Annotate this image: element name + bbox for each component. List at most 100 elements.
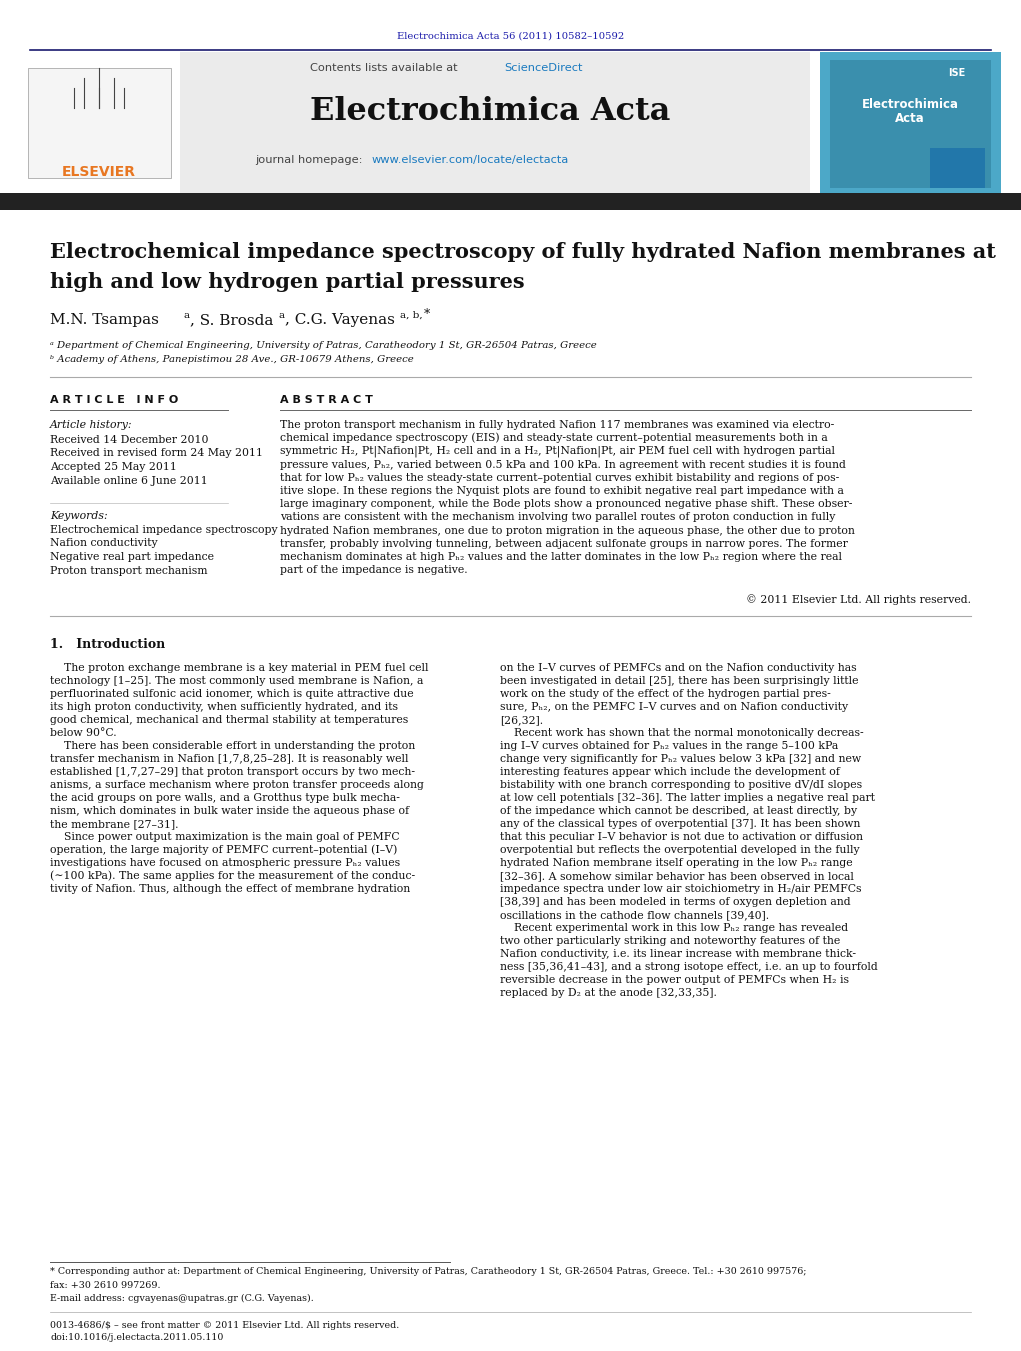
Text: (∼100 kPa). The same applies for the measurement of the conduc-: (∼100 kPa). The same applies for the mea… (50, 870, 416, 881)
Text: operation, the large majority of PEMFC current–potential (I–V): operation, the large majority of PEMFC c… (50, 844, 397, 855)
Text: ISE: ISE (949, 68, 966, 78)
Text: symmetric H₂, Pt|Nafion|Pt, H₂ cell and in a H₂, Pt|Nafion|Pt, air PEM fuel cell: symmetric H₂, Pt|Nafion|Pt, H₂ cell and … (280, 446, 835, 457)
Text: a, b,: a, b, (400, 311, 423, 319)
Text: Electrochimica Acta: Electrochimica Acta (309, 96, 670, 127)
Text: The proton exchange membrane is a key material in PEM fuel cell: The proton exchange membrane is a key ma… (50, 663, 429, 673)
Bar (830, 59, 991, 188)
Text: pressure values, Pₕ₂, varied between 0.5 kPa and 100 kPa. In agreement with rece: pressure values, Pₕ₂, varied between 0.5… (280, 459, 845, 470)
Text: sure, Pₕ₂, on the PEMFC I–V curves and on Nafion conductivity: sure, Pₕ₂, on the PEMFC I–V curves and o… (500, 703, 848, 712)
Text: work on the study of the effect of the hydrogen partial pres-: work on the study of the effect of the h… (500, 689, 831, 698)
Text: A B S T R A C T: A B S T R A C T (280, 394, 373, 405)
Text: Nafion conductivity: Nafion conductivity (50, 539, 157, 549)
Text: high and low hydrogen partial pressures: high and low hydrogen partial pressures (50, 272, 525, 292)
Text: , C.G. Vayenas: , C.G. Vayenas (285, 313, 395, 327)
Text: Available online 6 June 2011: Available online 6 June 2011 (50, 476, 207, 485)
Text: www.elsevier.com/locate/electacta: www.elsevier.com/locate/electacta (372, 155, 570, 165)
Text: Electrochimica Acta 56 (2011) 10582–10592: Electrochimica Acta 56 (2011) 10582–1059… (397, 31, 625, 41)
Text: [38,39] and has been modeled in terms of oxygen depletion and: [38,39] and has been modeled in terms of… (500, 897, 850, 907)
Text: interesting features appear which include the development of: interesting features appear which includ… (500, 767, 840, 777)
Text: Article history:: Article history: (50, 420, 133, 430)
Text: Acta: Acta (895, 112, 925, 126)
Text: 1.   Introduction: 1. Introduction (50, 639, 165, 651)
Bar (28, 68, 171, 178)
Text: its high proton conductivity, when sufficiently hydrated, and its: its high proton conductivity, when suffi… (50, 703, 398, 712)
Text: Proton transport mechanism: Proton transport mechanism (50, 566, 207, 576)
Text: Recent experimental work in this low Pₕ₂ range has revealed: Recent experimental work in this low Pₕ₂… (500, 923, 848, 934)
Text: large imaginary component, while the Bode plots show a pronounced negative phase: large imaginary component, while the Bod… (280, 500, 853, 509)
Bar (0, 193, 1021, 209)
Text: transfer, probably involving tunneling, between adjacent sulfonate groups in nar: transfer, probably involving tunneling, … (280, 539, 847, 549)
Text: that for low Pₕ₂ values the steady-state current–potential curves exhibit bistab: that for low Pₕ₂ values the steady-state… (280, 473, 839, 482)
Text: © 2011 Elsevier Ltd. All rights reserved.: © 2011 Elsevier Ltd. All rights reserved… (746, 594, 971, 605)
Text: 0013-4686/$ – see front matter © 2011 Elsevier Ltd. All rights reserved.: 0013-4686/$ – see front matter © 2011 El… (50, 1320, 399, 1329)
Text: change very significantly for Pₕ₂ values below 3 kPa [32] and new: change very significantly for Pₕ₂ values… (500, 754, 861, 765)
Text: a: a (183, 311, 189, 319)
Text: been investigated in detail [25], there has been surprisingly little: been investigated in detail [25], there … (500, 676, 859, 686)
Text: ᵇ Academy of Athens, Panepistimou 28 Ave., GR-10679 Athens, Greece: ᵇ Academy of Athens, Panepistimou 28 Ave… (50, 355, 414, 365)
Text: overpotential but reflects the overpotential developed in the fully: overpotential but reflects the overpoten… (500, 844, 860, 855)
Text: that this peculiar I–V behavior is not due to activation or diffusion: that this peculiar I–V behavior is not d… (500, 832, 863, 842)
Text: at low cell potentials [32–36]. The latter implies a negative real part: at low cell potentials [32–36]. The latt… (500, 793, 875, 802)
Text: perfluorinated sulfonic acid ionomer, which is quite attractive due: perfluorinated sulfonic acid ionomer, wh… (50, 689, 414, 698)
Text: ᵃ Department of Chemical Engineering, University of Patras, Caratheodory 1 St, G: ᵃ Department of Chemical Engineering, Un… (50, 340, 596, 350)
Text: ness [35,36,41–43], and a strong isotope effect, i.e. an up to fourfold: ness [35,36,41–43], and a strong isotope… (500, 962, 878, 971)
Text: below 90°C.: below 90°C. (50, 728, 116, 738)
Text: Keywords:: Keywords: (50, 511, 107, 521)
Text: Accepted 25 May 2011: Accepted 25 May 2011 (50, 462, 177, 471)
Text: anisms, a surface mechanism where proton transfer proceeds along: anisms, a surface mechanism where proton… (50, 780, 424, 790)
Text: The proton transport mechanism in fully hydrated Nafion 117 membranes was examin: The proton transport mechanism in fully … (280, 420, 834, 430)
Text: of the impedance which cannot be described, at least directly, by: of the impedance which cannot be describ… (500, 807, 857, 816)
Text: Recent work has shown that the normal monotonically decreas-: Recent work has shown that the normal mo… (500, 728, 864, 738)
Text: chemical impedance spectroscopy (EIS) and steady-state current–potential measure: chemical impedance spectroscopy (EIS) an… (280, 432, 828, 443)
Text: , S. Brosda: , S. Brosda (190, 313, 274, 327)
Text: * Corresponding author at: Department of Chemical Engineering, University of Pat: * Corresponding author at: Department of… (50, 1267, 807, 1277)
Text: two other particularly striking and noteworthy features of the: two other particularly striking and note… (500, 936, 840, 946)
Text: ELSEVIER: ELSEVIER (62, 165, 136, 178)
Text: the acid groups on pore walls, and a Grotthus type bulk mecha-: the acid groups on pore walls, and a Gro… (50, 793, 400, 802)
Text: impedance spectra under low air stoichiometry in H₂/air PEMFCs: impedance spectra under low air stoichio… (500, 884, 862, 894)
Text: hydrated Nafion membranes, one due to proton migration in the aqueous phase, the: hydrated Nafion membranes, one due to pr… (280, 526, 855, 535)
Text: itive slope. In these regions the Nyquist plots are found to exhibit negative re: itive slope. In these regions the Nyquis… (280, 486, 844, 496)
Text: investigations have focused on atmospheric pressure Pₕ₂ values: investigations have focused on atmospher… (50, 858, 400, 867)
Text: doi:10.1016/j.electacta.2011.05.110: doi:10.1016/j.electacta.2011.05.110 (50, 1333, 224, 1343)
Text: Electrochimica: Electrochimica (862, 99, 959, 112)
Text: nism, which dominates in bulk water inside the aqueous phase of: nism, which dominates in bulk water insi… (50, 807, 409, 816)
Text: hydrated Nafion membrane itself operating in the low Pₕ₂ range: hydrated Nafion membrane itself operatin… (500, 858, 853, 867)
Text: [32–36]. A somehow similar behavior has been observed in local: [32–36]. A somehow similar behavior has … (500, 871, 854, 881)
Text: transfer mechanism in Nafion [1,7,8,25–28]. It is reasonably well: transfer mechanism in Nafion [1,7,8,25–2… (50, 754, 408, 765)
Text: A R T I C L E   I N F O: A R T I C L E I N F O (50, 394, 179, 405)
Text: bistability with one branch corresponding to positive dV/dI slopes: bistability with one branch correspondin… (500, 780, 862, 790)
Text: Since power output maximization is the main goal of PEMFC: Since power output maximization is the m… (50, 832, 399, 842)
Text: oscillations in the cathode flow channels [39,40].: oscillations in the cathode flow channel… (500, 911, 769, 920)
Text: mechanism dominates at high Pₕ₂ values and the latter dominates in the low Pₕ₂ r: mechanism dominates at high Pₕ₂ values a… (280, 553, 842, 562)
Text: M.N. Tsampas: M.N. Tsampas (50, 313, 159, 327)
Text: on the I–V curves of PEMFCs and on the Nafion conductivity has: on the I–V curves of PEMFCs and on the N… (500, 663, 857, 673)
Text: There has been considerable effort in understanding the proton: There has been considerable effort in un… (50, 740, 416, 751)
Text: *: * (424, 308, 430, 322)
Text: ScienceDirect: ScienceDirect (504, 63, 583, 73)
Text: Nafion conductivity, i.e. its linear increase with membrane thick-: Nafion conductivity, i.e. its linear inc… (500, 948, 856, 959)
Text: Received in revised form 24 May 2011: Received in revised form 24 May 2011 (50, 449, 263, 458)
Text: Electrochemical impedance spectroscopy of fully hydrated Nafion membranes at: Electrochemical impedance spectroscopy o… (50, 242, 995, 262)
Text: Contents lists available at: Contents lists available at (310, 63, 461, 73)
Bar (820, 51, 1001, 195)
Text: Negative real part impedance: Negative real part impedance (50, 553, 214, 562)
Text: reversible decrease in the power output of PEMFCs when H₂ is: reversible decrease in the power output … (500, 975, 849, 985)
Text: technology [1–25]. The most commonly used membrane is Nafion, a: technology [1–25]. The most commonly use… (50, 676, 424, 686)
Text: a: a (278, 311, 284, 319)
Bar (20, 51, 180, 195)
Text: good chemical, mechanical and thermal stability at temperatures: good chemical, mechanical and thermal st… (50, 715, 408, 725)
Text: fax: +30 2610 997269.: fax: +30 2610 997269. (50, 1281, 160, 1289)
Text: journal homepage:: journal homepage: (255, 155, 367, 165)
Text: E-mail address: cgvayenas@upatras.gr (C.G. Vayenas).: E-mail address: cgvayenas@upatras.gr (C.… (50, 1293, 313, 1302)
Text: ing I–V curves obtained for Pₕ₂ values in the range 5–100 kPa: ing I–V curves obtained for Pₕ₂ values i… (500, 740, 838, 751)
Text: [26,32].: [26,32]. (500, 715, 543, 725)
Text: vations are consistent with the mechanism involving two parallel routes of proto: vations are consistent with the mechanis… (280, 512, 835, 523)
Bar (20, 51, 810, 195)
Text: part of the impedance is negative.: part of the impedance is negative. (280, 565, 468, 576)
Text: established [1,7,27–29] that proton transport occurs by two mech-: established [1,7,27–29] that proton tran… (50, 767, 415, 777)
Text: tivity of Nafion. Thus, although the effect of membrane hydration: tivity of Nafion. Thus, although the eff… (50, 884, 410, 894)
Bar (930, 149, 985, 188)
Text: the membrane [27–31].: the membrane [27–31]. (50, 819, 179, 830)
Text: Electrochemical impedance spectroscopy: Electrochemical impedance spectroscopy (50, 526, 278, 535)
